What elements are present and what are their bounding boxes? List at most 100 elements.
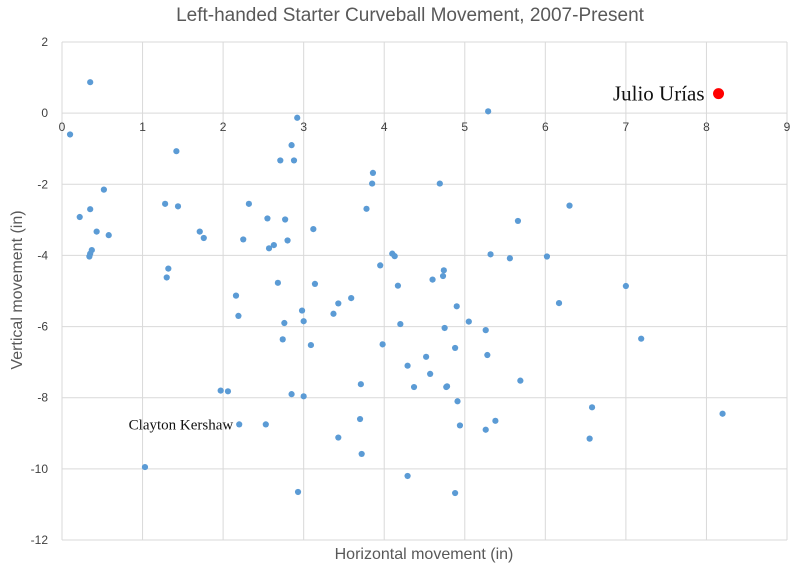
data-point xyxy=(453,303,460,310)
data-point xyxy=(586,435,593,442)
highlight-point xyxy=(713,88,725,100)
highlight-label: Julio Urías xyxy=(613,82,705,106)
data-point xyxy=(165,265,172,272)
data-point xyxy=(196,228,203,235)
data-point xyxy=(270,242,277,249)
data-point xyxy=(441,324,448,332)
data-point xyxy=(300,318,307,325)
data-point xyxy=(262,421,269,428)
data-point xyxy=(307,341,315,349)
data-point xyxy=(288,142,295,149)
x-tick-label: 4 xyxy=(381,120,388,134)
x-tick-label: 1 xyxy=(139,120,146,134)
data-point xyxy=(282,216,289,223)
data-point xyxy=(173,148,180,155)
x-tick-label: 5 xyxy=(461,120,468,134)
data-point xyxy=(484,351,491,359)
data-point xyxy=(311,280,319,287)
data-point xyxy=(492,417,499,424)
data-point xyxy=(86,253,93,260)
data-point xyxy=(506,255,513,262)
data-point xyxy=(517,377,524,384)
data-point xyxy=(454,398,461,405)
data-point xyxy=(310,226,317,233)
y-tick-label: -8 xyxy=(37,391,48,405)
data-point xyxy=(87,79,94,86)
data-point xyxy=(236,421,243,428)
data-point xyxy=(404,362,411,369)
y-tick-label: -6 xyxy=(37,320,48,334)
data-point xyxy=(452,344,459,352)
data-point xyxy=(174,203,182,210)
data-point xyxy=(294,488,302,496)
data-point xyxy=(87,206,94,213)
y-tick-label: 2 xyxy=(41,35,48,49)
data-point xyxy=(465,318,472,325)
data-point xyxy=(427,370,434,377)
data-point xyxy=(487,251,494,258)
data-point xyxy=(335,300,342,307)
data-point xyxy=(391,253,398,260)
data-point xyxy=(482,426,489,433)
data-point xyxy=(284,237,291,244)
data-point xyxy=(566,202,573,209)
data-point xyxy=(443,383,450,391)
data-point xyxy=(436,180,443,187)
data-point xyxy=(638,335,645,342)
data-point xyxy=(279,336,286,343)
data-point xyxy=(100,186,107,193)
data-point xyxy=(452,489,459,497)
data-point xyxy=(141,463,149,471)
chart-title: Left-handed Starter Curveball Movement, … xyxy=(176,5,645,26)
x-tick-label: 2 xyxy=(220,120,227,134)
x-tick-label: 0 xyxy=(59,120,66,134)
data-point xyxy=(163,274,170,281)
data-point xyxy=(217,387,224,394)
data-point xyxy=(357,381,364,388)
data-point xyxy=(356,415,364,423)
data-point xyxy=(265,245,273,252)
annotations: Julio Urías Clayton Kershaw xyxy=(129,82,705,434)
gridlines xyxy=(61,41,788,541)
data-point xyxy=(543,253,551,260)
data-point xyxy=(514,217,522,225)
data-point xyxy=(379,341,386,348)
data-point xyxy=(588,404,596,411)
data-point xyxy=(290,157,298,164)
data-point xyxy=(423,353,430,360)
data-point xyxy=(358,450,365,458)
data-point xyxy=(264,215,271,222)
data-point xyxy=(439,272,447,280)
x-tick-label: 3 xyxy=(300,120,307,134)
x-tick-label: 9 xyxy=(784,120,791,134)
data-point xyxy=(485,108,492,115)
data-point xyxy=(440,267,447,274)
data-point xyxy=(66,131,74,138)
data-point xyxy=(404,472,411,480)
data-point xyxy=(277,157,284,164)
data-point xyxy=(240,236,247,243)
data-point xyxy=(719,410,726,417)
data-point xyxy=(456,422,464,429)
y-tick-label: 0 xyxy=(41,106,48,120)
y-axis-title: Vertical movement (in) xyxy=(9,210,26,369)
data-point xyxy=(363,205,370,212)
data-point xyxy=(482,327,489,334)
data-point xyxy=(429,276,436,283)
data-point xyxy=(232,292,240,299)
data-point xyxy=(93,228,100,235)
data-point xyxy=(330,310,337,317)
data-point xyxy=(76,213,83,221)
data-points xyxy=(66,79,726,497)
data-point xyxy=(200,234,207,242)
data-point xyxy=(348,295,355,302)
data-point xyxy=(394,282,402,289)
data-point xyxy=(294,114,301,121)
data-point xyxy=(300,393,307,400)
data-point xyxy=(288,391,295,398)
data-point xyxy=(224,388,232,395)
data-point xyxy=(235,312,242,319)
annotation-label: Clayton Kershaw xyxy=(129,417,234,433)
data-point xyxy=(245,200,252,207)
